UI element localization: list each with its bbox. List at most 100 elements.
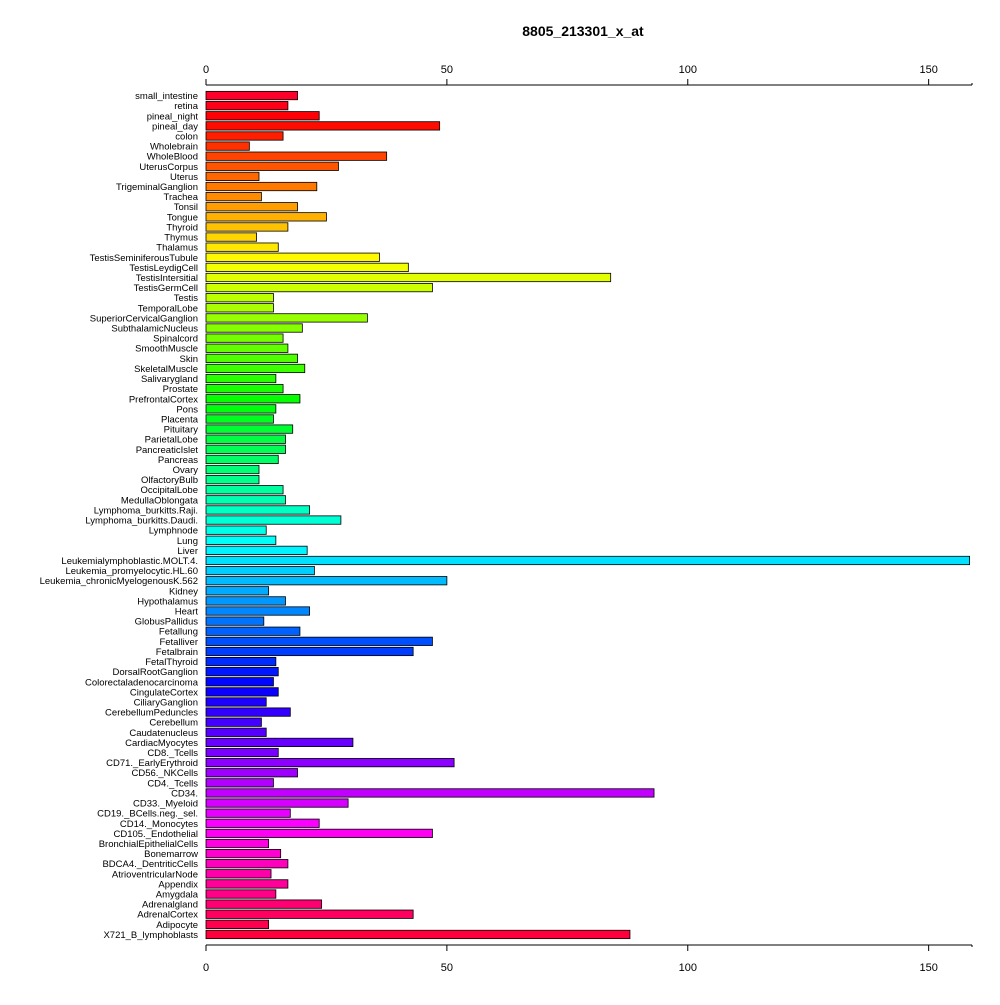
category-label: SubthalamicNucleus — [111, 324, 198, 335]
category-label: GlobusPallidus — [135, 617, 199, 628]
bar — [205, 859, 289, 869]
category-label: pineal_day — [152, 121, 198, 132]
bar — [205, 202, 298, 212]
bar — [205, 212, 327, 222]
bar — [205, 747, 279, 758]
category-label: Colorectaladenocarcinoma — [85, 677, 199, 688]
bar — [205, 798, 349, 808]
bars-group — [205, 90, 970, 940]
category-label: Wholebrain — [150, 142, 198, 153]
category-label: CingulateCortex — [130, 687, 198, 698]
category-label: Leukemia_promyelocytic.HL.60 — [65, 566, 198, 577]
category-label: Fetalliver — [159, 637, 198, 648]
bar — [205, 778, 274, 788]
category-label: DorsalRootGanglion — [112, 667, 198, 678]
bar — [205, 646, 414, 657]
bar — [205, 545, 308, 555]
category-label: BDCA4._DentriticCells — [102, 859, 198, 870]
bar — [205, 899, 323, 909]
category-label: X721_B_lymphoblasts — [103, 930, 198, 941]
category-label: CD105._Endothelial — [113, 829, 198, 840]
bar — [205, 788, 655, 798]
bar — [205, 626, 301, 636]
top-tick-label: 0 — [203, 64, 209, 76]
category-label: CardiacMyocytes — [125, 738, 198, 749]
bar — [205, 303, 274, 313]
category-label: Uterus — [170, 172, 198, 183]
bar — [205, 919, 270, 929]
category-label: AdrenalCortex — [137, 910, 198, 921]
bar — [205, 373, 277, 384]
bar — [205, 596, 286, 606]
bar — [205, 727, 267, 737]
bar — [205, 576, 448, 586]
bar — [205, 707, 291, 717]
bar — [205, 121, 441, 131]
bar — [205, 909, 414, 919]
category-label: Amygdala — [156, 890, 199, 901]
bar — [205, 252, 380, 262]
category-label: TemporalLobe — [138, 303, 198, 314]
bottom-axis: 0 50 100 150 — [203, 944, 973, 974]
category-label: Kidney — [169, 586, 198, 597]
category-label: Trachea — [164, 192, 199, 203]
bar — [205, 262, 409, 272]
bar — [205, 343, 289, 353]
category-label: Hypothalamus — [137, 596, 198, 607]
bar — [205, 141, 250, 151]
bar — [205, 697, 267, 707]
bar — [205, 282, 433, 293]
category-label: CD33._Myeloid — [133, 799, 198, 810]
category-label: SkeletalMuscle — [134, 364, 198, 375]
bar — [205, 818, 320, 828]
category-label: retina — [174, 101, 198, 112]
bar — [205, 444, 286, 454]
bottom-tick-label: 0 — [203, 962, 209, 974]
category-label: CD4._Tcells — [147, 778, 198, 789]
bar — [205, 454, 279, 465]
category-label: CD8._Tcells — [147, 748, 198, 759]
category-label: CD19._BCells.neg._sel. — [97, 809, 198, 820]
bar — [205, 313, 368, 323]
category-label: SuperiorCervicalGanglion — [90, 313, 198, 324]
bar — [205, 434, 286, 444]
category-label: OccipitalLobe — [140, 485, 198, 496]
bar — [205, 768, 298, 778]
category-label: UterusCorpus — [139, 162, 198, 173]
bar — [205, 232, 257, 242]
category-label: Ovary — [173, 465, 199, 476]
bar — [205, 717, 262, 727]
bar — [205, 565, 315, 576]
bar — [205, 879, 289, 889]
category-label: Thalamus — [156, 243, 198, 254]
bar — [205, 687, 279, 697]
bottom-tick-label: 150 — [919, 962, 937, 974]
top-axis: 0 50 100 150 — [203, 64, 973, 86]
category-label: TrigeminalGanglion — [116, 182, 198, 193]
bar — [205, 151, 388, 161]
bar — [205, 363, 306, 374]
category-label: CD14._Monocytes — [120, 819, 198, 830]
category-label: CiliaryGanglion — [134, 697, 198, 708]
top-tick-label: 50 — [441, 64, 453, 76]
category-label: Placenta — [161, 414, 199, 425]
category-label: TestisLeydigCell — [129, 263, 198, 274]
bar — [205, 272, 612, 283]
bar — [205, 838, 270, 849]
bar — [205, 161, 339, 171]
category-labels: small_intestineretinapineal_nightpineal_… — [40, 91, 199, 941]
category-label: pineal_night — [147, 111, 199, 122]
bar — [205, 293, 274, 303]
category-label: OlfactoryBulb — [141, 475, 198, 486]
category-label: colon — [175, 131, 198, 142]
bar — [205, 667, 279, 677]
category-label: Lymphoma_burkitts.Raji. — [94, 505, 198, 516]
category-label: MedullaOblongata — [121, 495, 199, 506]
category-label: CerebellumPeduncles — [105, 708, 198, 719]
bar — [205, 525, 267, 535]
bar — [205, 181, 318, 192]
bar — [205, 222, 289, 232]
category-label: Pituitary — [164, 425, 199, 436]
category-label: BronchialEpithelialCells — [99, 839, 199, 850]
bar — [205, 848, 282, 859]
